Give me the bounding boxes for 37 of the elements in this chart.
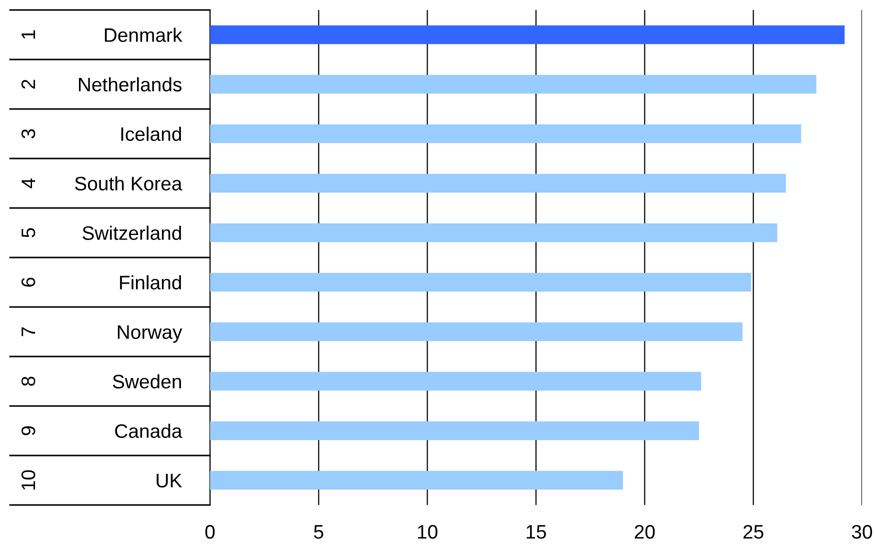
bar [210, 223, 778, 242]
y-tick-label: Canada [115, 424, 182, 438]
x-tick-label: 25 [744, 524, 764, 539]
y-tick-label: Denmark [104, 28, 182, 42]
bar [210, 470, 623, 490]
y-tick-label: Sweden [112, 374, 181, 388]
text: 1 [22, 30, 36, 39]
text: 7 [22, 327, 36, 336]
y-tick-label: South Korea [75, 176, 182, 190]
bar [210, 174, 786, 193]
x-tick-label: 5 [314, 525, 324, 539]
text: 9 [21, 426, 36, 436]
y-tick-label: UK [156, 474, 182, 488]
text: 4 [22, 178, 36, 188]
y-tick-label: Iceland [121, 126, 181, 141]
x-tick-label: 20 [634, 524, 655, 539]
x-tick-label: 10 [418, 524, 438, 539]
bar [210, 322, 742, 342]
text: 8 [21, 376, 36, 386]
bar [210, 25, 845, 44]
text: 3 [21, 129, 36, 138]
x-tick-label: 15 [526, 525, 546, 539]
x-tick-label: 30 [852, 524, 872, 539]
text: 2 [21, 80, 36, 89]
bar [210, 421, 699, 440]
y-tick-label: Norway [118, 325, 182, 343]
bar [210, 74, 816, 94]
y-tick-label: Netherlands [78, 77, 182, 92]
x-tick-label: 0 [205, 524, 215, 539]
text: 6 [21, 278, 36, 287]
y-tick-label: Switzerland [82, 226, 181, 240]
bar [210, 372, 702, 391]
y-tick-label: Finland [120, 275, 181, 290]
text: 5 [22, 228, 36, 238]
bar [210, 272, 752, 292]
text: 10 [21, 470, 36, 490]
bar [210, 124, 802, 144]
